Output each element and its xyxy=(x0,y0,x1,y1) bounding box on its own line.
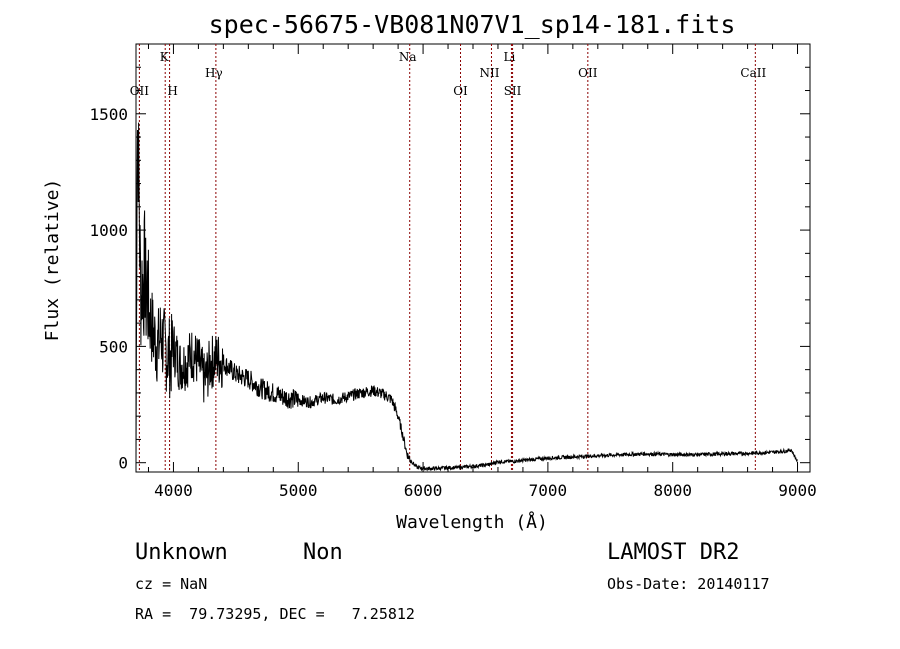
x-tick-label: 9000 xyxy=(778,481,817,500)
line-marker-label: NII xyxy=(479,66,499,80)
x-tick-label: 4000 xyxy=(154,481,193,500)
y-tick-label: 0 xyxy=(118,454,128,473)
line-marker-label: OII xyxy=(578,66,598,80)
line-marker-label: SII xyxy=(504,84,522,98)
ra-dec: RA = 79.73295, DEC = 7.25812 xyxy=(135,605,415,623)
x-tick-label: 5000 xyxy=(279,481,318,500)
x-axis-label: Wavelength (Å) xyxy=(396,511,548,533)
x-tick-label: 8000 xyxy=(653,481,692,500)
chart-title: spec-56675-VB081N07V1_sp14-181.fits xyxy=(209,10,736,39)
obs-date: Obs-Date: 20140117 xyxy=(607,575,770,593)
x-tick-label: 7000 xyxy=(529,481,568,500)
y-tick-label: 500 xyxy=(99,337,128,356)
line-marker-label: Li xyxy=(504,50,516,64)
line-marker-label: Na xyxy=(399,50,417,64)
object-class: Unknown xyxy=(135,540,228,565)
y-tick-label: 1500 xyxy=(89,105,128,124)
x-tick-label: 6000 xyxy=(404,481,443,500)
line-marker-label: OI xyxy=(453,84,468,98)
y-axis-label: Flux (relative) xyxy=(42,179,63,342)
spectrum-line xyxy=(135,122,798,472)
survey-name: LAMOST DR2 xyxy=(607,540,739,565)
redshift-cz: cz = NaN xyxy=(135,575,207,593)
line-marker-label: K xyxy=(160,50,170,64)
line-marker-label: H xyxy=(167,84,177,98)
y-tick-label: 1000 xyxy=(89,221,128,240)
axis-ticks: 4000 5000 6000 7000 8000 9000 0 500 1000 1500 xyxy=(89,44,817,500)
line-marker-label: CaII xyxy=(740,66,766,80)
line-marker-label: Hγ xyxy=(205,66,223,80)
plot-frame xyxy=(135,43,811,473)
object-subclass: Non xyxy=(303,540,343,565)
